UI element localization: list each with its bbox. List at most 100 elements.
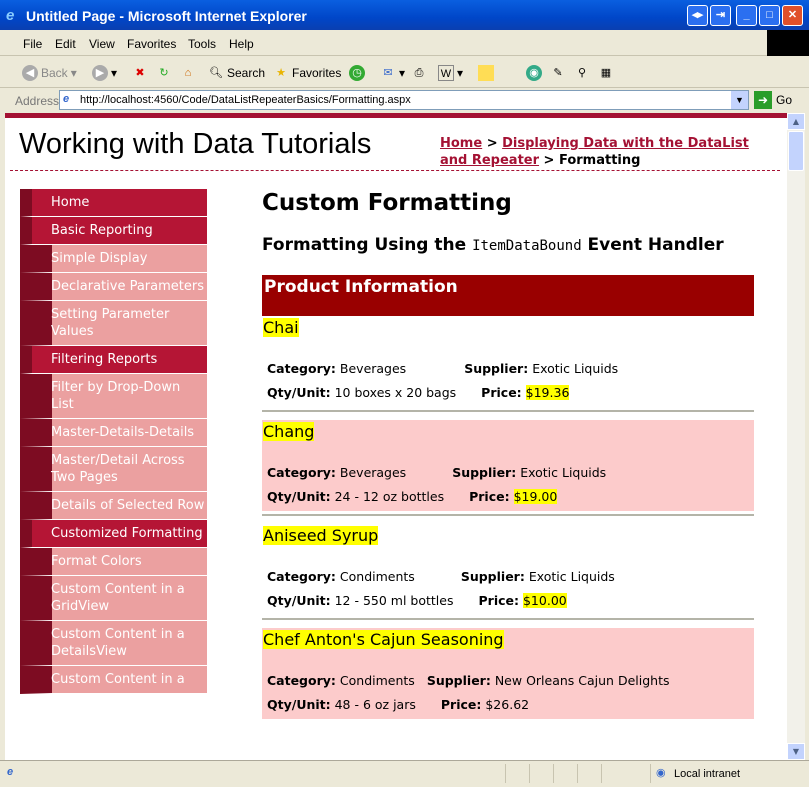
header-divider (10, 170, 780, 171)
menu-favorites[interactable]: Favorites (127, 37, 177, 51)
product-name: Chef Anton's Cajun Seasoning (263, 630, 504, 649)
toolbar-toggle-button[interactable]: ◂▸ (687, 5, 708, 26)
research-button[interactable]: ✎ (550, 65, 566, 81)
vertical-scrollbar[interactable]: ▲ ▼ (787, 113, 805, 760)
print-icon: ⎙ (414, 67, 424, 79)
price-value: $26.62 (485, 697, 530, 712)
product-row-2: Qty/Unit: 24 - 12 oz bottles Price: $19.0… (267, 489, 558, 504)
product-row-2: Qty/Unit: 10 boxes x 20 bags Price: $19.3… (267, 385, 570, 400)
sidebar-item[interactable]: Custom Content in a (20, 666, 207, 694)
product-row-1: Category: Condiments Supplier: New Orlean… (267, 673, 670, 688)
home-button[interactable]: ⌂ (180, 65, 196, 81)
supplier-value: New Orleans Cajun Delights (494, 673, 670, 688)
product-row-2: Qty/Unit: 12 - 550 ml bottles Price: $10.… (267, 593, 567, 608)
history-button[interactable]: ◷ (349, 65, 365, 81)
sidebar-item[interactable]: Custom Content in a GridView (20, 576, 207, 621)
word-icon: W (438, 65, 454, 81)
address-label: Address (15, 94, 60, 108)
breadcrumb-home-link[interactable]: Home (440, 136, 483, 151)
sidebar-item[interactable]: Master/Detail Across Two Pages (20, 447, 207, 492)
sidebar-item[interactable]: Declarative Parameters (20, 273, 207, 301)
stop-button[interactable]: ✖ (132, 65, 148, 81)
mail-icon: ✉ (383, 67, 393, 79)
back-arrow-icon: ◀ (22, 65, 38, 81)
close-button[interactable]: ✕ (782, 5, 803, 26)
edit-button[interactable]: W ▾ (438, 65, 463, 81)
back-button[interactable]: ◀ Back ▾ (22, 65, 77, 81)
product-item: Chang Category: Beverages Supplier: Exoti… (262, 420, 754, 511)
mail-button[interactable]: ✉ ▾ (380, 65, 405, 81)
breadcrumb-parent-link[interactable]: Displaying Data with the DataList and Re… (440, 136, 749, 168)
forward-button[interactable]: ▶ ▾ (92, 65, 117, 81)
product-name: Chang (263, 422, 315, 441)
sidebar-item[interactable]: Setting Parameter Values (20, 301, 207, 346)
zone-label: Local intranet (674, 768, 741, 780)
address-dropdown-button[interactable]: ▼ (731, 91, 748, 109)
search-button[interactable]: 🔍︎ Search (209, 66, 266, 80)
sidebar-item[interactable]: Master-Details-Details (20, 419, 207, 447)
minimize-button[interactable]: _ (736, 5, 757, 26)
refresh-button[interactable]: ↻ (156, 65, 172, 81)
page-icon: e (63, 93, 70, 105)
sidebar-item[interactable]: Details of Selected Row (20, 492, 207, 520)
sidebar-item[interactable]: Custom Content in a DetailsView (20, 621, 207, 666)
product-item: Chef Anton's Cajun Seasoning Category: C… (262, 628, 754, 719)
sidebar-item[interactable]: Basic Reporting (20, 217, 207, 245)
favorites-button[interactable]: ★ Favorites (273, 65, 341, 81)
menu-bar: File Edit View Favorites Tools Help (0, 30, 809, 56)
product-list-header: Product Information (262, 275, 754, 316)
magnifier-icon: ⚲ (577, 67, 587, 79)
print-button[interactable]: ⎙ (411, 65, 427, 81)
stop-icon: ✖ (135, 67, 145, 79)
menu-edit[interactable]: Edit (55, 37, 76, 51)
zone-icon: ◉ (656, 767, 666, 779)
go-button[interactable]: ➜ Go (754, 91, 792, 109)
menu-tools[interactable]: Tools (188, 37, 217, 51)
scroll-up-button[interactable]: ▲ (787, 113, 805, 130)
maximize-button[interactable]: □ (759, 5, 780, 26)
menu-file[interactable]: File (23, 37, 43, 51)
sidebar-item[interactable]: Simple Display (20, 245, 207, 273)
product-divider (262, 410, 754, 412)
supplier-value: Exotic Liquids (520, 465, 607, 480)
category-value: Condiments (339, 673, 415, 688)
star-icon: ★ (276, 67, 286, 79)
sidebar-nav: Home Basic Reporting Simple Display Declara… (20, 189, 207, 694)
price-value: $19.00 (513, 489, 558, 504)
page-status-icon: e (7, 766, 14, 778)
sidebar-item[interactable]: Format Colors (20, 548, 207, 576)
sidebar-item[interactable]: Home (20, 189, 207, 217)
research-icon: ✎ (553, 67, 563, 79)
sidebar-item[interactable]: Filtering Reports (20, 346, 207, 374)
discuss-button[interactable] (478, 65, 494, 81)
menu-view[interactable]: View (89, 37, 115, 51)
history-icon: ◷ (349, 65, 365, 81)
window-title: Untitled Page - Microsoft Internet Explo… (26, 8, 307, 24)
price-value: $19.36 (525, 385, 570, 400)
site-title: Working with Data Tutorials (19, 128, 372, 160)
sidebar-item[interactable]: Customized Formatting (20, 520, 207, 548)
product-name: Aniseed Syrup (263, 526, 379, 545)
price-value: $10.00 (522, 593, 567, 608)
breadcrumb-current: Formatting (558, 153, 641, 168)
product-row-1: Category: Beverages Supplier: Exotic Liqu… (267, 361, 619, 376)
go-arrow-icon: ➜ (754, 91, 772, 109)
tools-button[interactable]: ⚲ (574, 65, 590, 81)
barcode-button[interactable]: ▦ (598, 65, 614, 81)
sidebar-item[interactable]: Filter by Drop-Down List (20, 374, 207, 419)
globe-icon: ◉ (526, 65, 542, 81)
address-bar: Address e http://localhost:4560/Code/Dat… (0, 88, 809, 112)
messenger-button[interactable]: ◉ (526, 65, 542, 81)
product-divider (262, 618, 754, 620)
scroll-thumb[interactable] (788, 131, 804, 171)
page-title: Custom Formatting (262, 190, 512, 216)
exit-button[interactable]: ⇥ (710, 5, 731, 26)
scroll-down-button[interactable]: ▼ (787, 743, 805, 760)
qty-value: 24 - 12 oz bottles (334, 489, 445, 504)
breadcrumb: Home > Displaying Data with the DataList… (440, 136, 749, 168)
windows-logo (767, 30, 809, 56)
product-list: Chai Category: Beverages Supplier: Exotic… (262, 316, 754, 719)
address-input[interactable]: e http://localhost:4560/Code/DataListRep… (59, 90, 749, 110)
ie-icon: e (6, 7, 15, 24)
menu-help[interactable]: Help (229, 37, 254, 51)
